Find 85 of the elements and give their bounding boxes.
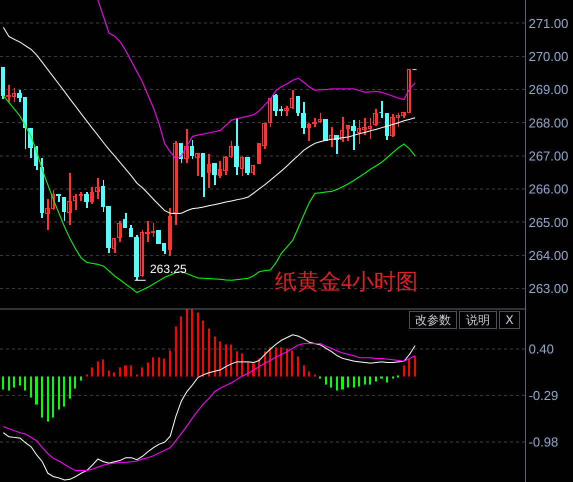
bar bbox=[197, 312, 199, 376]
bar bbox=[158, 357, 160, 376]
bar bbox=[69, 376, 71, 398]
bar bbox=[2, 376, 4, 390]
bar bbox=[369, 376, 371, 384]
bar bbox=[30, 376, 32, 398]
bar bbox=[74, 376, 76, 388]
bar bbox=[91, 367, 93, 376]
bar bbox=[230, 344, 232, 376]
bar bbox=[252, 363, 255, 376]
bar bbox=[124, 365, 127, 376]
bar bbox=[19, 376, 21, 386]
bar bbox=[13, 376, 15, 388]
bar bbox=[414, 356, 416, 376]
bar bbox=[24, 376, 26, 390]
bar bbox=[152, 357, 154, 376]
bar bbox=[147, 362, 149, 376]
bar bbox=[286, 348, 288, 376]
text: 说明 bbox=[466, 313, 490, 327]
bar bbox=[180, 316, 182, 376]
bar bbox=[191, 309, 193, 376]
y-tick-label: 0.40 bbox=[528, 342, 554, 357]
bar bbox=[308, 371, 310, 376]
y-tick-label: -0.29 bbox=[528, 388, 558, 404]
bar bbox=[130, 365, 132, 376]
bar bbox=[214, 336, 216, 376]
line-series bbox=[97, 0, 416, 160]
bar bbox=[225, 344, 227, 376]
bar bbox=[108, 370, 110, 376]
bar bbox=[275, 347, 277, 376]
y-tick-label: 265.00 bbox=[528, 214, 568, 230]
bar bbox=[219, 341, 221, 376]
bar bbox=[63, 376, 65, 406]
bar bbox=[364, 376, 366, 384]
bar bbox=[375, 376, 377, 382]
bar bbox=[202, 320, 204, 376]
bar bbox=[208, 328, 210, 376]
y-tick-label: 266.00 bbox=[528, 182, 568, 197]
bar bbox=[353, 376, 355, 388]
bar bbox=[336, 376, 338, 390]
text: X bbox=[505, 313, 514, 327]
bar bbox=[113, 372, 115, 376]
bar bbox=[241, 353, 243, 376]
bar bbox=[403, 365, 405, 376]
bar bbox=[269, 347, 271, 376]
bar bbox=[297, 356, 299, 376]
bar bbox=[97, 361, 99, 376]
bar bbox=[303, 365, 305, 376]
y-tick-label: 264.00 bbox=[528, 248, 568, 263]
bar bbox=[386, 376, 388, 382]
y-tick-label: 271.00 bbox=[528, 16, 568, 31]
bar bbox=[80, 376, 82, 380]
bar bbox=[41, 376, 43, 418]
bar bbox=[358, 376, 360, 386]
bar bbox=[102, 359, 104, 376]
y-tick-label: 270.00 bbox=[528, 48, 568, 64]
y-tick-label: 268.00 bbox=[528, 115, 568, 130]
y-tick-label: 263.00 bbox=[528, 281, 568, 296]
text: 纸黄金4小时图 bbox=[275, 269, 418, 294]
bar bbox=[141, 367, 143, 376]
line-series bbox=[2, 26, 416, 214]
annotation: 改参数 bbox=[415, 313, 451, 327]
bar bbox=[163, 358, 165, 376]
bar bbox=[330, 376, 332, 388]
bar bbox=[264, 351, 266, 376]
bar bbox=[52, 376, 54, 418]
y-tick-label: 267.00 bbox=[528, 148, 568, 164]
y-tick-label: -0.98 bbox=[528, 434, 558, 450]
bar bbox=[291, 350, 293, 376]
bar bbox=[175, 326, 177, 376]
bar bbox=[169, 350, 171, 376]
bar bbox=[408, 358, 410, 376]
bar bbox=[35, 376, 38, 404]
bar bbox=[58, 376, 60, 410]
bar bbox=[341, 376, 344, 390]
bar bbox=[186, 309, 188, 376]
bar bbox=[8, 376, 10, 390]
bar bbox=[280, 347, 282, 376]
bar bbox=[325, 376, 327, 384]
bar bbox=[347, 376, 349, 388]
y-tick-label: 269.00 bbox=[528, 82, 568, 98]
annotation: 263.25 bbox=[150, 262, 188, 276]
bar bbox=[47, 376, 49, 422]
bar bbox=[119, 367, 121, 376]
bar bbox=[236, 351, 238, 376]
